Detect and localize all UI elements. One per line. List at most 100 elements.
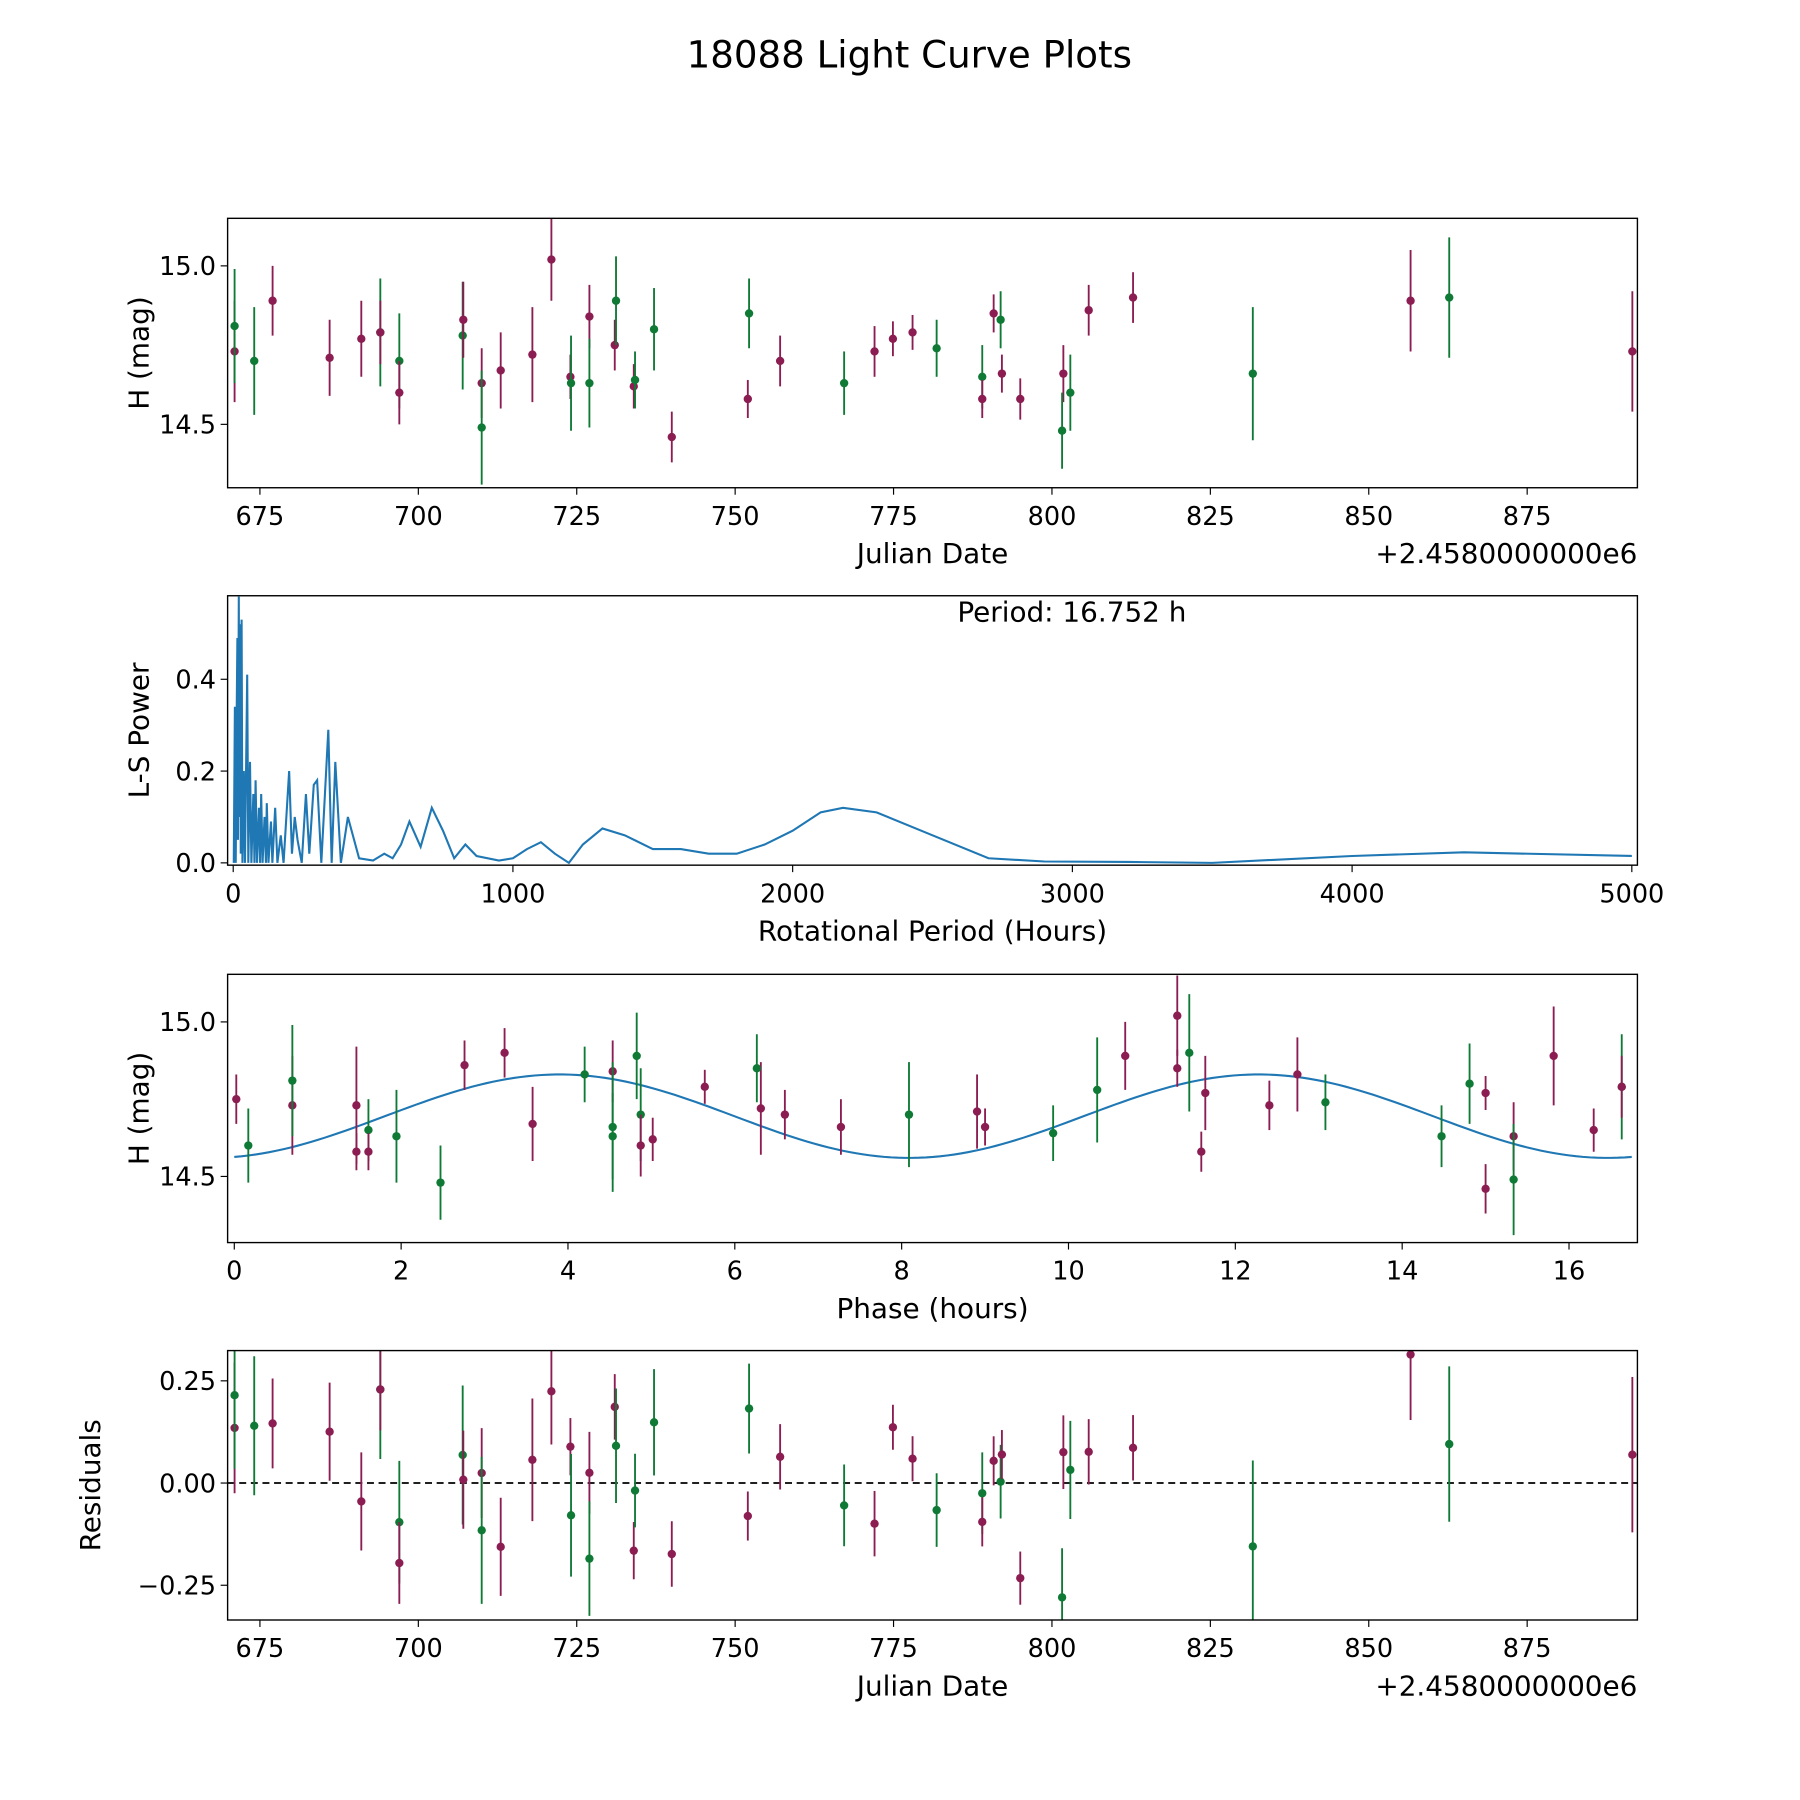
data-point — [1084, 306, 1093, 315]
lightcurve-point — [585, 284, 594, 349]
residual-point — [978, 1497, 987, 1547]
x-tick-label: 725 — [552, 1634, 601, 1664]
x-tick-label: 825 — [1186, 502, 1235, 532]
data-point — [743, 1511, 752, 1521]
phased-point — [1589, 1108, 1598, 1152]
data-point — [395, 1558, 404, 1568]
data-point — [932, 1505, 941, 1515]
data-point — [230, 321, 239, 331]
data-point — [775, 356, 785, 366]
data-point — [1084, 1447, 1093, 1456]
data-point — [1445, 1439, 1454, 1449]
residual-point — [610, 1374, 619, 1440]
x-tick-label: 750 — [711, 502, 760, 532]
residual-point — [357, 1452, 366, 1551]
residual-point — [989, 1436, 998, 1486]
data-point — [997, 1450, 1007, 1459]
residual-point — [1128, 1415, 1138, 1481]
phased-point — [436, 1145, 445, 1220]
data-point — [972, 1107, 982, 1116]
phased-panel: 0 2 4 6 8 10 12 14 16 14.5 15.0 Phase (hours) H (mag… — [123, 973, 1639, 1325]
data-point — [566, 1442, 575, 1451]
data-point — [649, 325, 659, 334]
residual-point — [1016, 1551, 1025, 1605]
data-point — [1445, 293, 1454, 302]
x-tick-label: 0 — [225, 879, 241, 909]
residual-point — [1059, 1415, 1068, 1489]
lightcurve-point — [1016, 378, 1025, 420]
data-point — [376, 1385, 385, 1394]
phased-point — [1617, 1055, 1626, 1118]
residual-point — [528, 1398, 537, 1522]
data-point — [667, 1549, 676, 1559]
x-tick-label: 8 — [894, 1257, 910, 1287]
data-point — [611, 296, 621, 305]
data-point — [632, 1051, 641, 1061]
data-point — [744, 309, 754, 318]
residual-point — [1084, 1419, 1093, 1485]
x-tick-label: 16 — [1553, 1257, 1586, 1287]
plot-area — [232, 596, 1632, 865]
axes-frame — [226, 1349, 1639, 1621]
residual-point — [611, 1388, 621, 1504]
plot-area — [232, 975, 1632, 1236]
data-point — [585, 1554, 594, 1563]
lightcurve-point — [376, 300, 385, 365]
data-point — [744, 1404, 754, 1413]
data-point — [1057, 426, 1067, 435]
residual-point — [395, 1522, 404, 1604]
x-tick-label: 12 — [1219, 1257, 1252, 1287]
lightcurve-point — [630, 351, 640, 409]
data-point — [839, 378, 849, 388]
phased-point — [1481, 1164, 1490, 1214]
data-point — [908, 1454, 917, 1463]
phased-point — [700, 1069, 709, 1104]
lightcurve-point — [477, 370, 486, 485]
data-point — [630, 375, 640, 385]
phased-point — [1437, 1105, 1446, 1168]
data-point — [364, 1125, 373, 1135]
lightcurve-point — [1059, 345, 1068, 403]
residual-point — [376, 1350, 385, 1431]
x-tick-label: 4 — [560, 1257, 576, 1287]
lightcurve-point — [1057, 392, 1067, 469]
y-tick-label: 0.4 — [175, 666, 216, 696]
x-tick-label: 875 — [1503, 1634, 1552, 1664]
data-point — [1265, 1101, 1274, 1110]
lightcurve-point — [611, 256, 621, 346]
data-point — [611, 1441, 621, 1450]
data-point — [1248, 369, 1257, 378]
data-point — [288, 1076, 297, 1085]
lightcurve-point — [585, 338, 594, 428]
x-tick-label: 700 — [394, 502, 443, 532]
x-offset-label: +2.4580000000e6 — [1375, 1669, 1637, 1702]
phased-point — [1509, 1123, 1518, 1236]
phased-point — [836, 1099, 846, 1155]
lightcurve-point — [566, 335, 576, 431]
lightcurve-point — [1628, 291, 1637, 412]
residual-point — [230, 1350, 239, 1469]
data-point — [459, 1475, 468, 1484]
data-point — [528, 1455, 537, 1464]
data-point — [1617, 1082, 1626, 1091]
data-point — [325, 353, 334, 362]
phased-point — [1201, 1055, 1210, 1131]
x-tick-label: 6 — [727, 1257, 743, 1287]
residual-point — [459, 1430, 468, 1529]
phased-point — [244, 1108, 253, 1183]
data-point — [1016, 1573, 1025, 1583]
data-point — [996, 315, 1005, 324]
data-point — [585, 378, 594, 388]
data-point — [989, 309, 998, 318]
residual-point — [1057, 1548, 1067, 1620]
phased-point — [1549, 1006, 1558, 1106]
axes-frame — [226, 217, 1639, 489]
x-offset-label: +2.4580000000e6 — [1375, 537, 1637, 570]
phased-point — [1121, 1021, 1130, 1090]
x-tick-label: 700 — [394, 1634, 443, 1664]
y-axis-label: Residuals — [74, 1419, 107, 1551]
phased-point — [232, 1074, 241, 1124]
residual-point — [888, 1404, 898, 1450]
data-point — [888, 1423, 898, 1432]
data-point — [1321, 1098, 1330, 1107]
